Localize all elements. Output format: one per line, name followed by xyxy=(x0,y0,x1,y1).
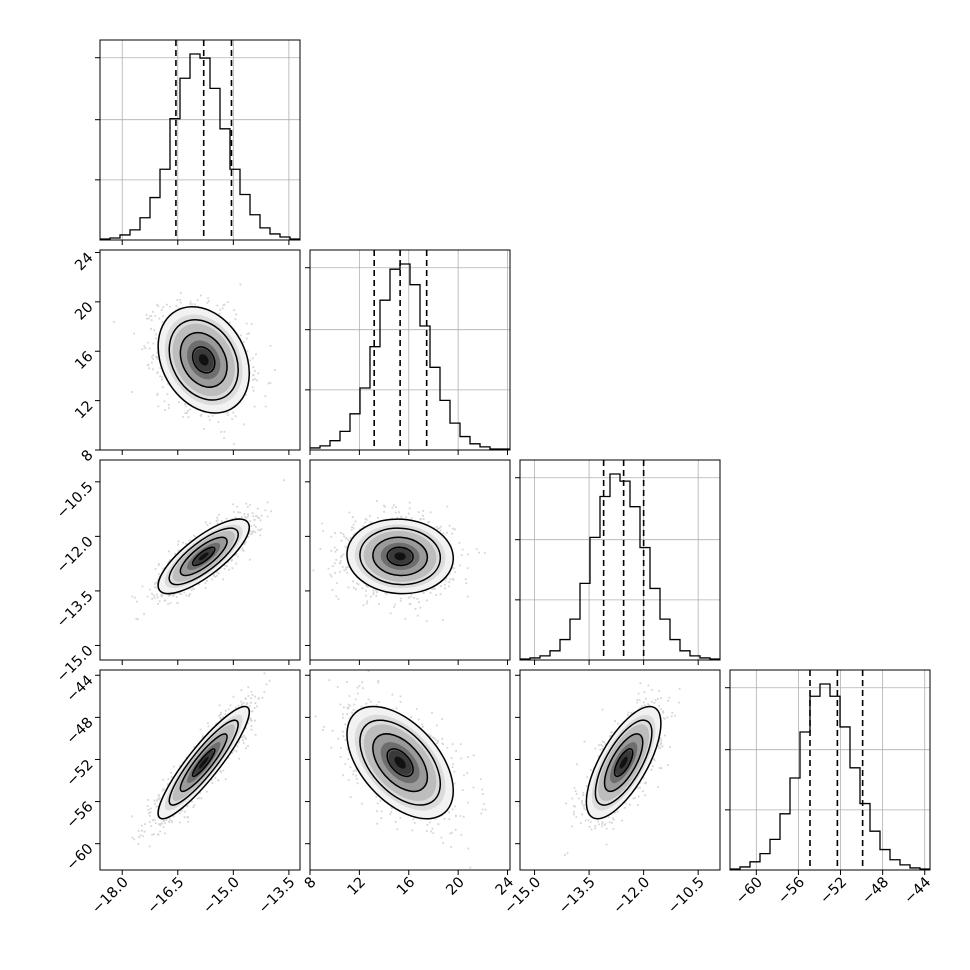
contour-2 xyxy=(168,318,239,401)
y-tick-label-p2-3: 20 xyxy=(72,299,96,323)
panel-hist-p1 xyxy=(95,39,301,245)
contour-3 xyxy=(157,705,251,820)
panel-frame xyxy=(99,459,301,661)
x-tick-label-p3-3: −10.5 xyxy=(665,874,708,917)
panel-hist-p4 xyxy=(725,669,931,875)
contour-3 xyxy=(346,518,455,595)
x-tick-label-p2-1: 12 xyxy=(345,874,369,898)
y-tick-label-p3-3: −10.5 xyxy=(54,479,97,522)
panel-2d-p3-p4 xyxy=(515,669,721,875)
x-tick-label-p1-3: −13.5 xyxy=(256,874,299,917)
x-tick-label-p4-0: −60 xyxy=(733,874,766,907)
y-tick-label-p2-1: 12 xyxy=(72,398,96,422)
panel-content xyxy=(131,479,286,621)
y-tick-label-p3-1: −13.5 xyxy=(54,588,97,631)
panel-2d-p1-p2 xyxy=(95,249,301,455)
contour-0 xyxy=(386,748,414,778)
panel-frame xyxy=(519,459,721,661)
density-level-6 xyxy=(198,756,209,769)
contour-0 xyxy=(191,748,216,778)
y-tick-label-p3-2: −12.0 xyxy=(54,534,97,577)
density-level-6 xyxy=(619,756,628,769)
panel-content xyxy=(314,670,487,869)
panel-frame xyxy=(99,669,301,871)
y-tick-label-p4-0: −60 xyxy=(64,841,97,874)
histogram-p2 xyxy=(310,263,510,450)
panel-content xyxy=(131,672,271,848)
contour-1 xyxy=(179,536,228,577)
x-tick-label-p1-0: −18.0 xyxy=(89,874,132,917)
contour-0 xyxy=(613,748,634,778)
x-tick-labels: −18.0 −16.5 −15.0 −13.5 8 12 16 20 24−15.0 −13.5−… xyxy=(89,874,934,917)
density-level-6 xyxy=(198,552,209,561)
contour-2 xyxy=(359,527,442,586)
panel-frame xyxy=(519,669,721,871)
x-tick-label-p3-1: −13.5 xyxy=(556,874,599,917)
x-tick-label-p4-3: −48 xyxy=(859,874,892,907)
contour-0 xyxy=(191,346,216,374)
y-tick-label-p4-3: −48 xyxy=(64,715,97,748)
panel-frame xyxy=(309,669,511,871)
x-tick-label-p2-2: 16 xyxy=(394,874,418,898)
y-tick-label-p4-1: −56 xyxy=(64,799,97,832)
x-tick-label-p4-4: −44 xyxy=(901,874,934,907)
y-tick-label-p2-0: 8 xyxy=(79,447,97,465)
panel-2d-p1-p3 xyxy=(95,459,301,665)
density-level-6 xyxy=(394,756,406,769)
panel-content xyxy=(113,283,276,445)
contour-1 xyxy=(179,733,228,793)
density-level-6 xyxy=(198,354,209,366)
x-tick-label-p2-0: 8 xyxy=(302,874,320,892)
x-tick-label-p4-1: −56 xyxy=(775,874,808,907)
panel-2d-p2-p4 xyxy=(305,669,511,875)
y-tick-label-p2-2: 16 xyxy=(72,349,96,373)
panel-content xyxy=(312,500,486,623)
panel-content xyxy=(564,682,681,856)
x-tick-label-p1-2: −15.0 xyxy=(200,874,243,917)
x-tick-label-p3-2: −12.0 xyxy=(611,874,654,917)
histogram-p4 xyxy=(730,683,930,870)
contour-2 xyxy=(594,719,653,806)
panel-frame xyxy=(309,459,511,661)
contour-3 xyxy=(157,305,251,414)
panel-frame xyxy=(99,249,301,451)
contour-1 xyxy=(372,733,429,793)
panel-hist-p2 xyxy=(305,249,511,455)
contour-1 xyxy=(179,331,228,388)
contour-0 xyxy=(191,546,216,567)
density-level-6 xyxy=(394,552,406,561)
panel-2d-p1-p4 xyxy=(95,669,301,875)
panel-frame xyxy=(99,39,301,241)
x-tick-label-p1-1: −16.5 xyxy=(145,874,188,917)
y-tick-label-p2-4: 24 xyxy=(72,250,96,274)
y-tick-labels: 812162024−15.0−13.5−12.0−10.5−60−56−52−4… xyxy=(54,250,97,874)
panel-frame xyxy=(729,669,931,871)
panel-2d-p2-p3 xyxy=(305,459,511,665)
contour-2 xyxy=(168,719,239,806)
contour-1 xyxy=(372,536,429,577)
x-tick-label-p4-2: −52 xyxy=(817,874,850,907)
contour-2 xyxy=(359,719,442,806)
panel-hist-p3 xyxy=(515,459,721,665)
contour-3 xyxy=(346,705,455,820)
x-tick-label-p2-3: 20 xyxy=(443,874,467,898)
histogram-p3 xyxy=(520,473,720,660)
contour-3 xyxy=(585,705,662,820)
contour-2 xyxy=(168,527,239,586)
y-tick-label-p4-2: −52 xyxy=(64,757,97,790)
histogram-p1 xyxy=(100,53,300,240)
contour-0 xyxy=(386,546,414,567)
contour-3 xyxy=(157,518,251,595)
panel-frame xyxy=(309,249,511,451)
contour-1 xyxy=(603,733,644,793)
